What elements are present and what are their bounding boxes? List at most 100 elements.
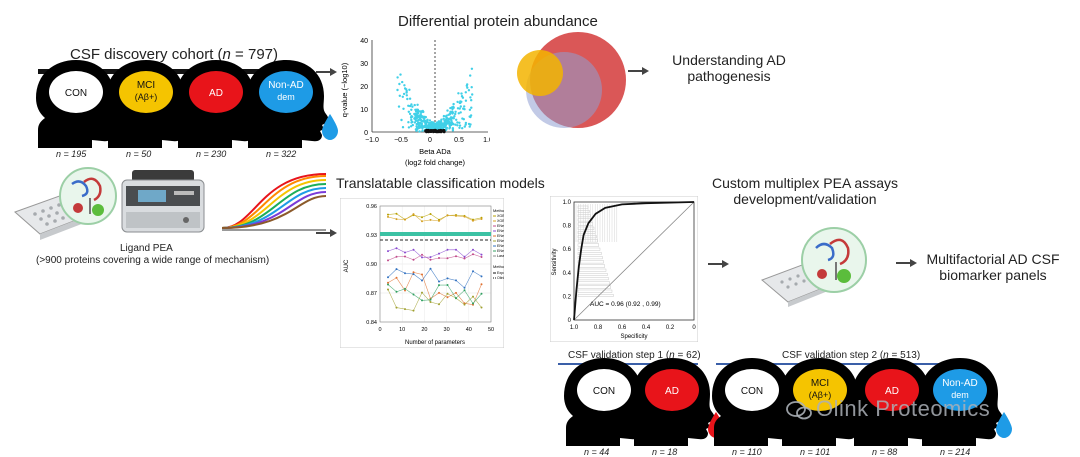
volcano-point bbox=[426, 124, 430, 128]
volcano-point bbox=[408, 88, 411, 91]
volcano-point bbox=[450, 119, 453, 123]
volcano-point bbox=[448, 126, 452, 129]
volcano-point-ns bbox=[434, 130, 437, 133]
volcano-point bbox=[415, 117, 418, 120]
volcano-point bbox=[456, 121, 459, 124]
volcano-point-ns bbox=[427, 129, 431, 132]
volcano-point bbox=[423, 115, 426, 119]
volcano-point bbox=[445, 114, 448, 117]
volcano-point bbox=[420, 122, 423, 125]
roc-plot-area bbox=[573, 201, 695, 321]
volcano-point bbox=[444, 122, 447, 126]
translatable-heading: Translatable classification models bbox=[336, 175, 545, 191]
volcano-point bbox=[454, 123, 457, 126]
head-con: CON n = 44 bbox=[560, 354, 657, 457]
volcano-point bbox=[436, 121, 439, 124]
volcano-point bbox=[462, 118, 465, 121]
auc-y-tick: 0.96 bbox=[366, 204, 377, 210]
roc-x-tick: 1.0 bbox=[570, 325, 579, 331]
custom-assay-icon bbox=[761, 227, 867, 307]
volcano-point bbox=[428, 119, 432, 122]
validation1-title-suffix: = 62) bbox=[674, 350, 701, 361]
custom-antibody-icon bbox=[801, 227, 867, 293]
pea-instrument-icon bbox=[121, 170, 205, 233]
volcano-point bbox=[452, 102, 455, 106]
amplification-curves bbox=[221, 173, 327, 231]
volcano-point bbox=[460, 92, 463, 95]
volcano-point bbox=[399, 73, 402, 76]
watermark: Olink Proteomics bbox=[786, 396, 990, 422]
volcano-point bbox=[418, 114, 422, 117]
volcano-point bbox=[439, 122, 442, 125]
volcano-point bbox=[405, 91, 408, 94]
volcano-y-tick: 30 bbox=[360, 61, 368, 68]
volcano-point bbox=[466, 86, 469, 89]
volcano-point bbox=[397, 105, 401, 108]
volcano-point bbox=[457, 112, 460, 115]
volcano-point bbox=[449, 106, 452, 110]
custom-line1: Custom multiplex PEA assays bbox=[712, 175, 898, 191]
head-label: Non-AD bbox=[942, 378, 978, 389]
volcano-point bbox=[441, 122, 444, 125]
volcano-point bbox=[408, 97, 412, 100]
volcano-point bbox=[468, 115, 471, 118]
volcano-point bbox=[434, 122, 437, 126]
roc-chart: 1.0 0.8 0.6 0.4 0.2 0 1.0 0.8 0.6 0.4 0.2 0 AUC = … bbox=[550, 196, 698, 342]
volcano-point bbox=[459, 105, 462, 108]
understanding-label: Understanding AD pathogenesis bbox=[669, 52, 789, 84]
volcano-point bbox=[413, 121, 417, 124]
volcano-point bbox=[396, 76, 399, 79]
auc-x-tick: 20 bbox=[421, 327, 427, 333]
csf-drop-icon bbox=[996, 412, 1012, 438]
volcano-point bbox=[459, 111, 462, 114]
auc-y-tick: 0.84 bbox=[366, 320, 377, 326]
discovery-title-suffix: = 797) bbox=[230, 46, 279, 63]
head-label: Non-AD bbox=[268, 80, 304, 91]
head-non-ad: Non-AD dem n = 214 bbox=[916, 354, 1012, 457]
volcano-point bbox=[444, 126, 447, 129]
multifactorial-line2: biomarker panels bbox=[939, 267, 1047, 283]
head-label: CON bbox=[741, 386, 763, 397]
roc-x-tick: 0.2 bbox=[666, 325, 675, 331]
volcano-x-tick: 1.0 bbox=[483, 137, 490, 144]
auc-x-tick: 40 bbox=[466, 327, 472, 333]
auc-x-tick: 0 bbox=[378, 327, 381, 333]
volcano-point bbox=[445, 116, 448, 120]
volcano-point bbox=[448, 112, 452, 115]
volcano-point bbox=[429, 122, 432, 125]
volcano-point bbox=[454, 110, 457, 114]
validation1-bar bbox=[558, 363, 698, 365]
auc-legend-item: XGBC + elimination bbox=[497, 219, 504, 223]
head-label: AD bbox=[209, 88, 223, 99]
auc-series bbox=[387, 212, 483, 312]
head-silhouette-icon: CON bbox=[564, 358, 657, 446]
auc-y-ticks: 0.96 0.93 0.90 0.87 0.84 bbox=[366, 204, 377, 326]
roc-y-tick: 0.8 bbox=[563, 224, 572, 230]
volcano-point bbox=[457, 92, 460, 95]
auc-point bbox=[387, 213, 389, 216]
head-n-label: n = 230 bbox=[196, 149, 227, 159]
volcano-point bbox=[423, 119, 427, 123]
auc-legend-item2: Expo bbox=[497, 271, 504, 275]
head-label2: (Aβ+) bbox=[135, 92, 157, 102]
volcano-point bbox=[451, 129, 455, 132]
auc-legend: MethodXGBCXGBC + eliminationENet0.1ENet0… bbox=[493, 208, 504, 280]
multifactorial-label: Multifactorial AD CSF biomarker panels bbox=[918, 251, 1068, 283]
volcano-point bbox=[415, 128, 419, 131]
volcano-points bbox=[396, 67, 474, 134]
volcano-point bbox=[417, 118, 420, 122]
volcano-point bbox=[401, 95, 404, 98]
volcano-y-ticks: 40 30 20 10 0 bbox=[360, 38, 368, 137]
roc-curve bbox=[573, 201, 695, 321]
auc-legend-item: ENet0.8 bbox=[497, 239, 504, 243]
volcano-point bbox=[407, 126, 411, 129]
volcano-point bbox=[418, 130, 421, 133]
volcano-point bbox=[420, 119, 423, 123]
volcano-point bbox=[400, 118, 403, 122]
volcano-point bbox=[422, 110, 425, 114]
volcano-point bbox=[416, 103, 419, 107]
roc-x-tick: 0.6 bbox=[618, 325, 627, 331]
volcano-point bbox=[415, 122, 418, 126]
volcano-point bbox=[471, 93, 474, 96]
